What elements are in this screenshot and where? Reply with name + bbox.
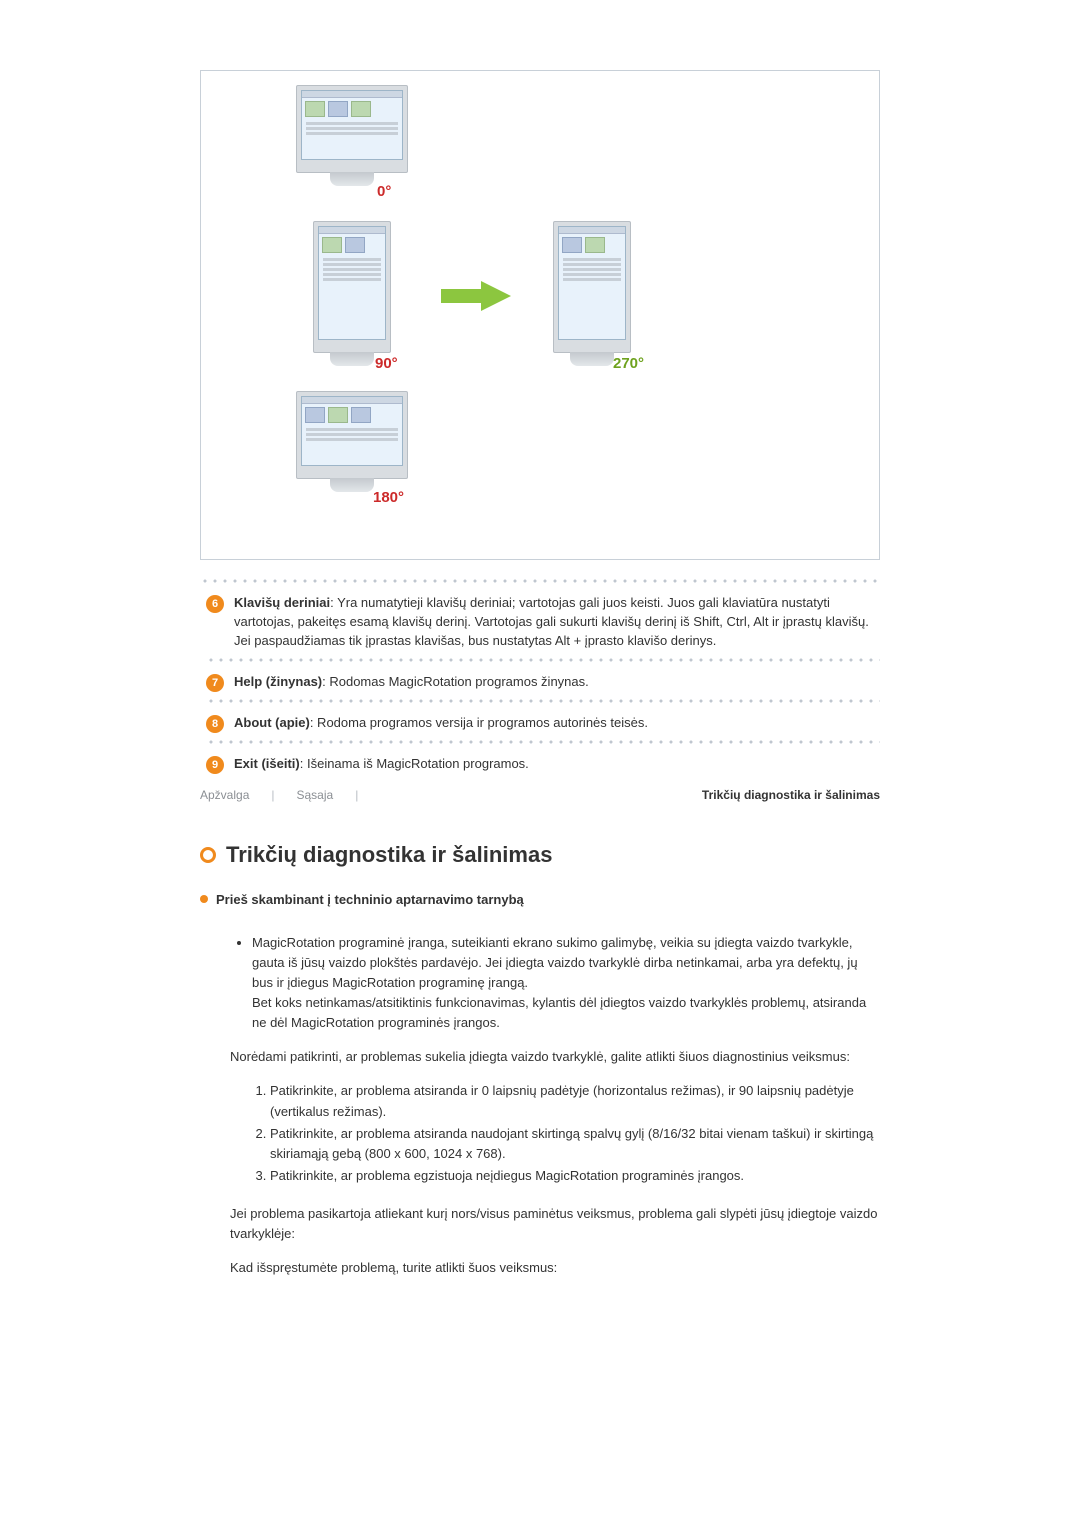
crumb-separator: | bbox=[271, 788, 274, 802]
feature-item-6: 6 Klavišų deriniai: Yra numatytieji klav… bbox=[206, 594, 880, 651]
ring-bullet-icon bbox=[200, 847, 216, 863]
divider bbox=[206, 657, 880, 663]
feature-number-8: 8 bbox=[206, 715, 224, 733]
breadcrumb: Apžvalga | Sąsaja | Trikčių diagnostika … bbox=[200, 788, 880, 802]
section-title: Trikčių diagnostika ir šalinimas bbox=[226, 842, 552, 868]
feature-number-7: 7 bbox=[206, 674, 224, 692]
crumb-troubleshooting[interactable]: Trikčių diagnostika ir šalinimas bbox=[702, 788, 880, 802]
crumb-overview[interactable]: Apžvalga bbox=[200, 788, 249, 802]
feature-item-7: 7 Help (žinynas): Rodomas MagicRotation … bbox=[206, 673, 880, 692]
crumb-separator: | bbox=[355, 788, 358, 802]
subsection-title: Prieš skambinant į techninio aptarnavimo… bbox=[216, 892, 524, 907]
divider bbox=[206, 698, 880, 704]
monitor-0deg bbox=[296, 85, 408, 173]
monitor-270deg bbox=[553, 221, 631, 353]
monitor-180deg bbox=[296, 391, 408, 479]
diagnostic-steps: Patikrinkite, ar problema atsiranda ir 0… bbox=[230, 1081, 880, 1186]
crumb-interface[interactable]: Sąsaja bbox=[297, 788, 334, 802]
feature-9-title: Exit (išeiti) bbox=[234, 756, 300, 771]
body-content: MagicRotation programinė įranga, suteiki… bbox=[230, 933, 880, 1279]
label-0deg: 0° bbox=[377, 183, 391, 200]
step-1: Patikrinkite, ar problema atsiranda ir 0… bbox=[270, 1081, 880, 1121]
feature-9-body: : Išeinama iš MagicRotation programos. bbox=[300, 756, 529, 771]
feature-number-6: 6 bbox=[206, 595, 224, 613]
feature-list: 6 Klavišų deriniai: Yra numatytieji klav… bbox=[206, 594, 880, 774]
feature-number-9: 9 bbox=[206, 756, 224, 774]
divider bbox=[206, 739, 880, 745]
divider bbox=[200, 578, 880, 584]
para-1b: Bet koks netinkamas/atsitiktinis funkcio… bbox=[252, 995, 866, 1030]
feature-item-8: 8 About (apie): Rodoma programos versija… bbox=[206, 714, 880, 733]
list-item: MagicRotation programinė įranga, suteiki… bbox=[252, 933, 880, 1034]
rotation-figure: 0° 90° 270° bbox=[200, 70, 880, 560]
subsection-heading: Prieš skambinant į techninio aptarnavimo… bbox=[200, 892, 880, 907]
step-2: Patikrinkite, ar problema atsiranda naud… bbox=[270, 1124, 880, 1164]
feature-6-title: Klavišų deriniai bbox=[234, 595, 330, 610]
feature-7-body: : Rodomas MagicRotation programos žinyna… bbox=[322, 674, 589, 689]
dot-bullet-icon bbox=[200, 895, 208, 903]
monitor-90deg bbox=[313, 221, 391, 353]
arrow-icon bbox=[441, 279, 511, 313]
para-1: MagicRotation programinė įranga, suteiki… bbox=[252, 935, 858, 990]
feature-item-9: 9 Exit (išeiti): Išeinama iš MagicRotati… bbox=[206, 755, 880, 774]
label-90deg: 90° bbox=[375, 355, 398, 372]
feature-8-title: About (apie) bbox=[234, 715, 310, 730]
label-180deg: 180° bbox=[373, 489, 404, 506]
step-3: Patikrinkite, ar problema egzistuoja neį… bbox=[270, 1166, 880, 1186]
para-2: Norėdami patikrinti, ar problemas sukeli… bbox=[230, 1047, 880, 1067]
document-page: 0° 90° 270° bbox=[200, 70, 880, 1279]
feature-8-body: : Rodoma programos versija ir programos … bbox=[310, 715, 648, 730]
section-heading: Trikčių diagnostika ir šalinimas bbox=[200, 842, 880, 868]
feature-6-body: : Yra numatytieji klavišų deriniai; vart… bbox=[234, 595, 869, 648]
para-4: Kad išspręstumėte problemą, turite atlik… bbox=[230, 1258, 880, 1278]
feature-7-title: Help (žinynas) bbox=[234, 674, 322, 689]
label-270deg: 270° bbox=[613, 355, 644, 372]
para-3: Jei problema pasikartoja atliekant kurį … bbox=[230, 1204, 880, 1244]
